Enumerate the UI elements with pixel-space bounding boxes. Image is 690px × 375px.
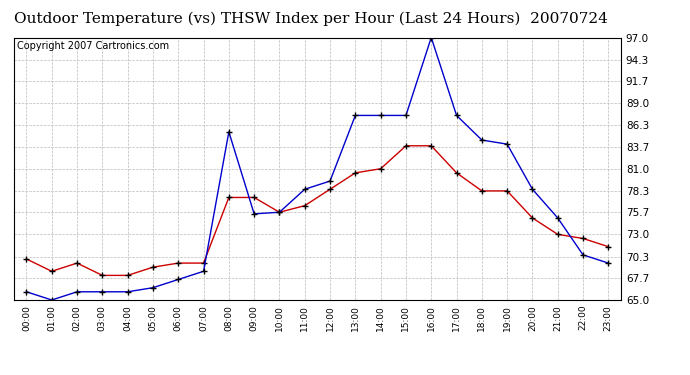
Text: Outdoor Temperature (vs) THSW Index per Hour (Last 24 Hours)  20070724: Outdoor Temperature (vs) THSW Index per … xyxy=(14,11,607,26)
Text: Copyright 2007 Cartronics.com: Copyright 2007 Cartronics.com xyxy=(17,42,169,51)
